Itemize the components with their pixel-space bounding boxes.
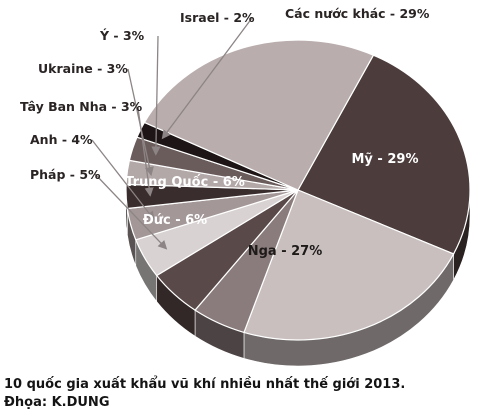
leader-arrow — [127, 68, 154, 177]
leader-arrow — [161, 17, 253, 140]
leader-arrow — [91, 139, 155, 221]
pie-chart: Mỹ - 29% Nga - 27% Đức - 6% Trung Quốc - 6%… — [20, 6, 471, 367]
slice-label: Ý - 3% — [99, 28, 145, 43]
chart-caption: 10 quốc gia xuất khẩu vũ khí nhiều nhất … — [4, 377, 406, 392]
slice-label: Nga - 27% — [248, 244, 323, 259]
pie-slice — [243, 189, 455, 341]
leader-arrow — [94, 173, 168, 250]
pie-depth — [125, 189, 471, 367]
slice-label: Trung Quốc - 6% — [125, 175, 245, 190]
chart-credit: Đhọa: K.DUNG — [4, 395, 110, 410]
slice-label: Các nước khác - 29% — [285, 6, 430, 21]
slice-label: Pháp - 5% — [30, 167, 101, 182]
pie-labels: Mỹ - 29% Nga - 27% Đức - 6% Trung Quốc - 6%… — [20, 6, 430, 259]
leader-arrow — [151, 35, 161, 156]
pie-slices — [125, 39, 471, 341]
slice-label: Israel - 2% — [180, 10, 255, 25]
pie-slice — [143, 39, 375, 191]
pie-leader-lines — [91, 17, 253, 250]
slice-label: Đức - 6% — [143, 213, 207, 228]
pie-chart-svg: Mỹ - 29% Nga - 27% Đức - 6% Trung Quốc - 6%… — [20, 6, 471, 367]
pie-slice — [297, 54, 471, 255]
slice-label: Mỹ - 29% — [352, 152, 419, 167]
slice-label: Anh - 4% — [30, 132, 93, 147]
slice-label: Tây Ban Nha - 3% — [20, 99, 143, 114]
slice-label: Ukraine - 3% — [38, 61, 128, 76]
